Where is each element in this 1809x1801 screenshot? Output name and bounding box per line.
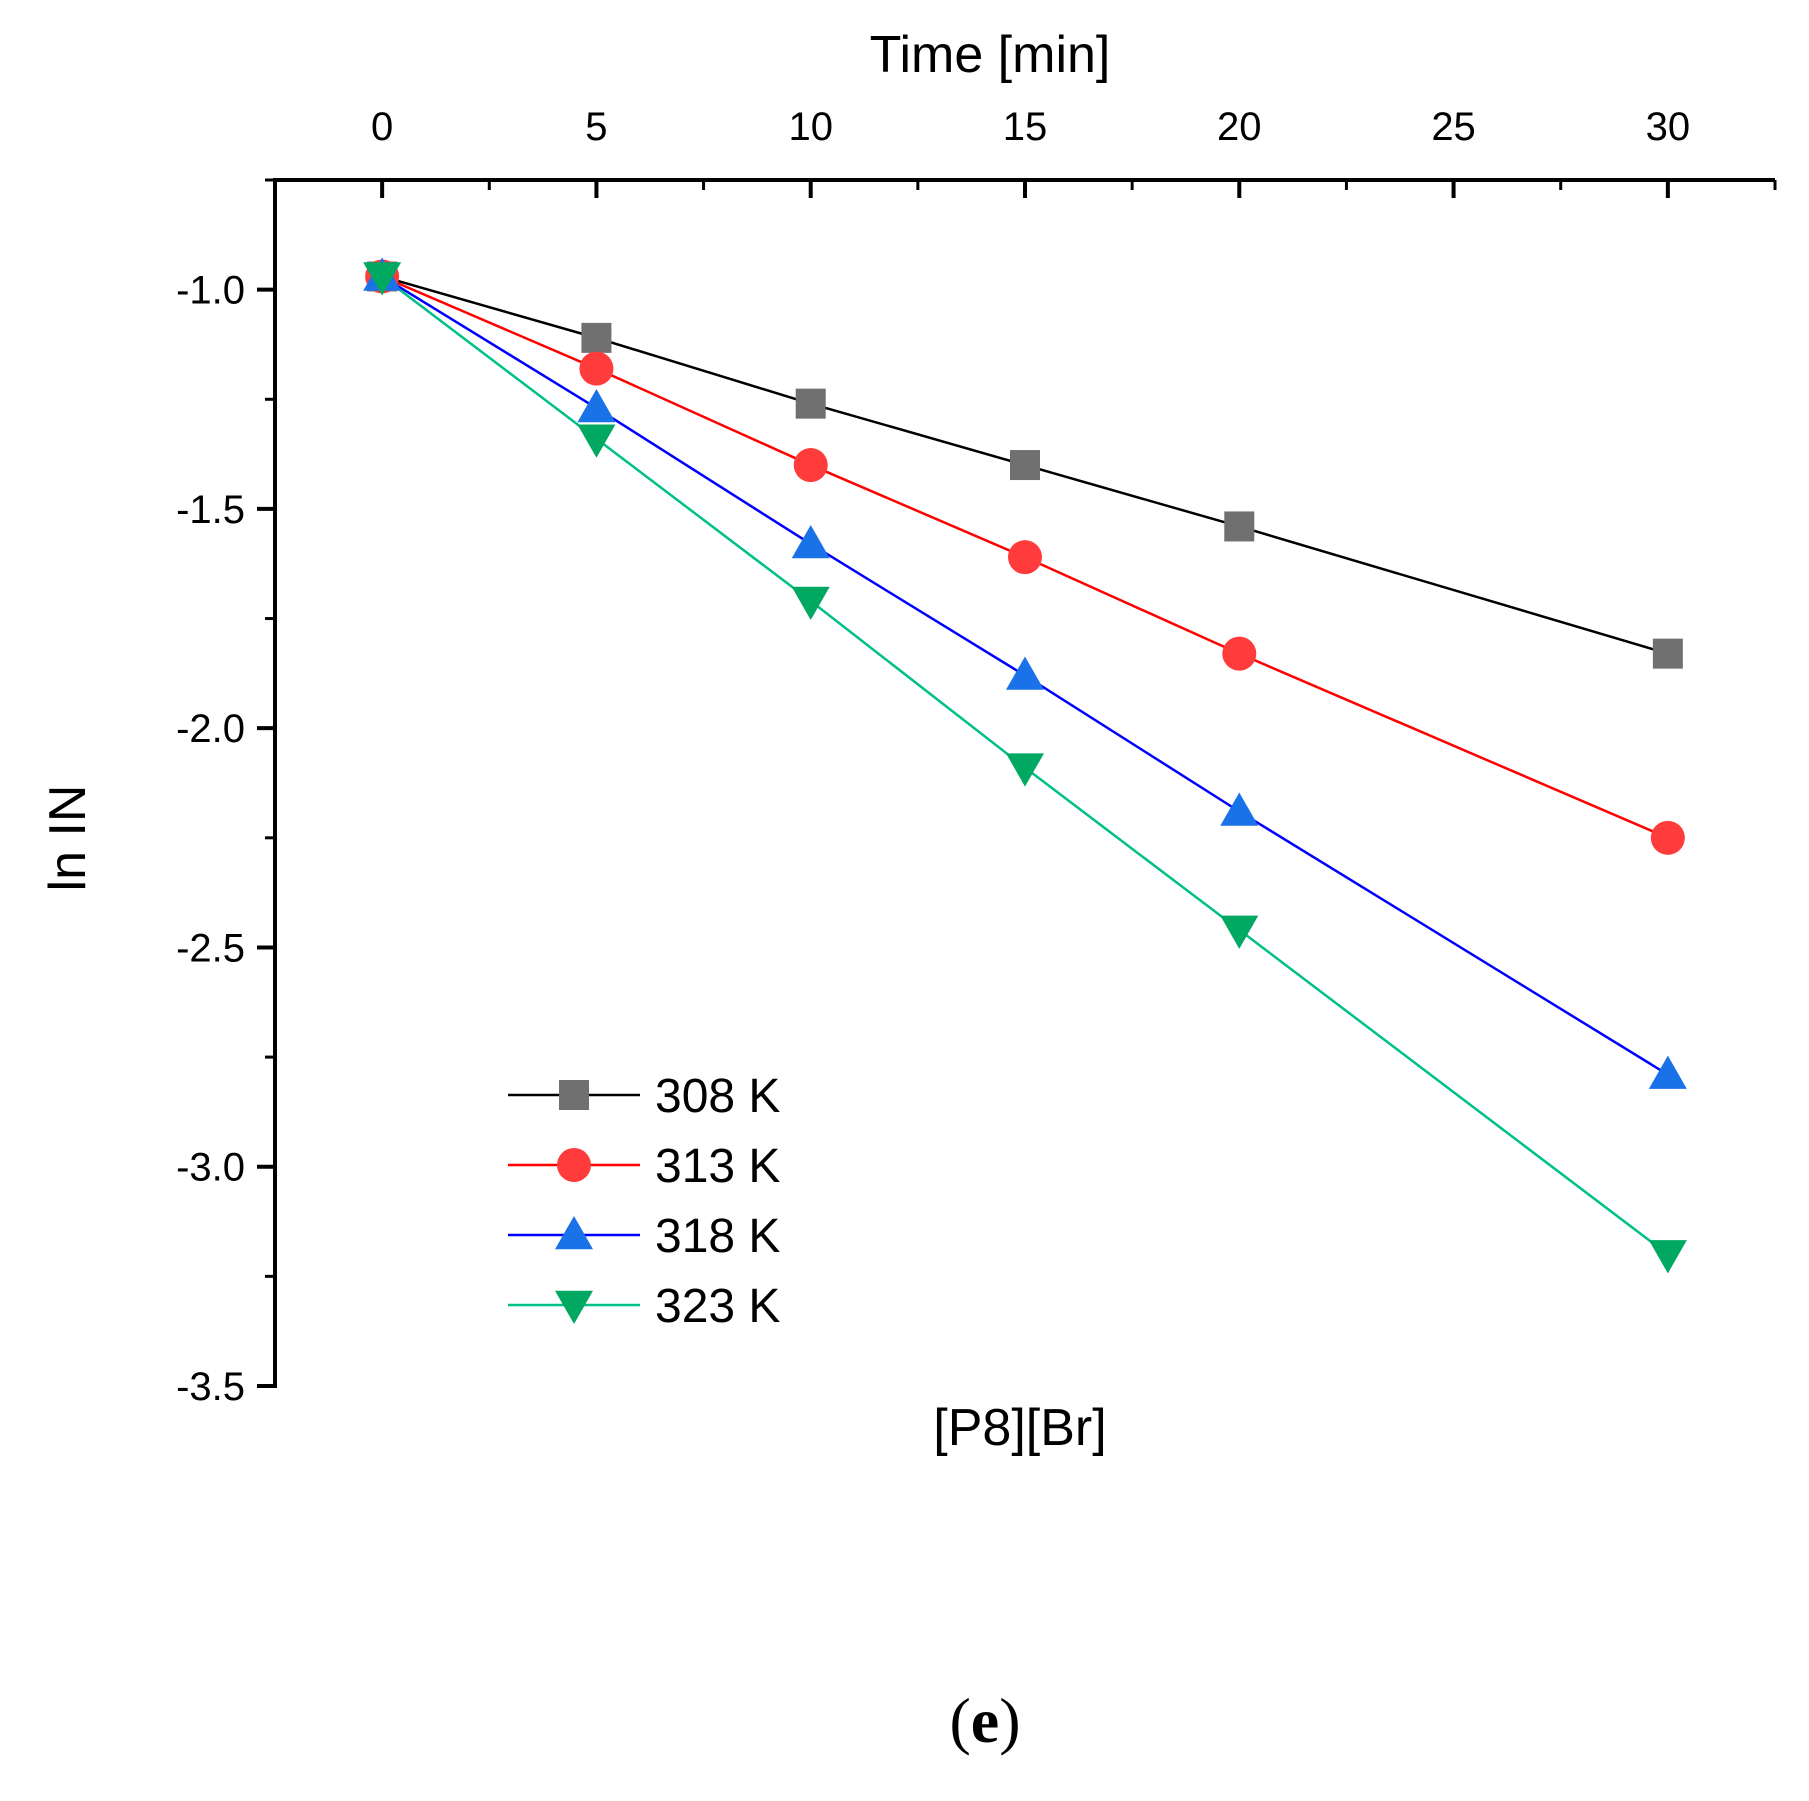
panel-label-open: ( xyxy=(949,1685,970,1756)
series-line-3 xyxy=(381,275,1669,1256)
legend-label-0: 308 K xyxy=(655,1070,780,1123)
legend-marker-2 xyxy=(555,1216,593,1250)
data-point-3-2 xyxy=(791,586,830,621)
data-point-2-2 xyxy=(791,524,830,559)
x-tick-label: 25 xyxy=(1431,105,1476,149)
data-point-0-1 xyxy=(581,322,612,353)
data-point-2-1 xyxy=(577,389,616,423)
data-point-3-3 xyxy=(1006,753,1044,787)
panel-label: (e) xyxy=(949,1685,1020,1756)
data-point-1-1 xyxy=(579,351,614,386)
y-tick-label: -3.5 xyxy=(176,1365,245,1409)
y-tick-label: -1.5 xyxy=(176,488,245,532)
legend: 308 K 313 K 318 K 323 K xyxy=(508,1070,780,1333)
data-point-0-3 xyxy=(1010,450,1040,481)
data-point-3-4 xyxy=(1220,915,1259,949)
series-markers xyxy=(363,257,1687,1274)
data-point-0-4 xyxy=(1224,511,1255,542)
panel-label-letter: e xyxy=(971,1685,999,1756)
data-point-2-5 xyxy=(1648,1055,1687,1089)
data-point-1-3 xyxy=(1008,540,1042,575)
data-point-2-4 xyxy=(1220,792,1259,826)
legend-label-1: 313 K xyxy=(655,1140,780,1193)
data-point-3-0 xyxy=(363,262,402,296)
series-line-0 xyxy=(381,275,1669,655)
data-point-1-5 xyxy=(1650,820,1685,855)
data-point-2-3 xyxy=(1006,656,1044,690)
series-lines xyxy=(381,275,1669,1256)
x-tick-label: 30 xyxy=(1646,105,1691,149)
series-line-2 xyxy=(381,275,1669,1076)
y-tick-label: -2.5 xyxy=(176,926,245,970)
y-tick-label: -1.0 xyxy=(176,269,245,313)
legend-marker-1 xyxy=(557,1148,591,1182)
y-tick-label: -3.0 xyxy=(176,1146,245,1190)
data-point-1-4 xyxy=(1222,636,1257,671)
axes: 0 5 10 15 20 25 30 -1.0 -1.5 -2.0 -2.5 -3.0 -3.5 xyxy=(176,105,1777,1409)
legend-marker-0 xyxy=(559,1080,589,1110)
x-tick-label: 0 xyxy=(371,105,393,149)
series-line-1 xyxy=(381,275,1669,839)
data-point-3-5 xyxy=(1648,1240,1687,1274)
x-tick-label: 5 xyxy=(585,105,607,149)
legend-label-2: 318 K xyxy=(655,1210,780,1263)
x-tick-label: 15 xyxy=(1003,105,1048,149)
data-point-1-2 xyxy=(793,448,828,483)
x-axis-title: Time [min] xyxy=(870,26,1111,84)
legend-marker-3 xyxy=(555,1290,593,1324)
panel-label-close: ) xyxy=(999,1685,1020,1756)
chart-subtitle: [P8][Br] xyxy=(933,1399,1106,1457)
data-point-0-5 xyxy=(1652,638,1683,669)
data-point-3-1 xyxy=(577,424,616,458)
y-tick-label: -2.0 xyxy=(176,707,245,751)
y-axis-title: ln IN xyxy=(39,785,97,892)
data-point-0-2 xyxy=(795,388,826,419)
legend-label-3: 323 K xyxy=(655,1280,780,1333)
x-tick-label: 20 xyxy=(1217,105,1262,149)
x-tick-label: 10 xyxy=(788,105,833,149)
